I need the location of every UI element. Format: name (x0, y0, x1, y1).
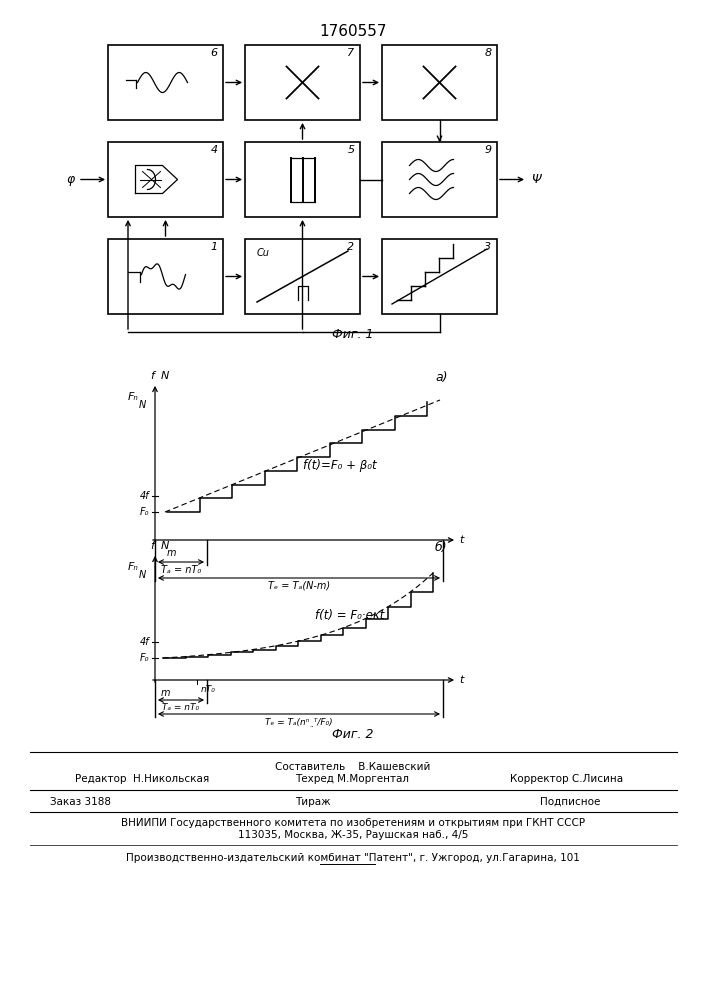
Text: Fₙ: Fₙ (127, 562, 139, 572)
Text: N: N (139, 570, 146, 580)
Text: 8: 8 (484, 48, 491, 58)
Text: Fₙ: Fₙ (127, 392, 139, 402)
Text: N: N (160, 541, 169, 551)
Bar (382, 142, 497, 217)
Text: 9: 9 (484, 145, 491, 155)
Text: Tₐ = nT₀: Tₐ = nT₀ (163, 703, 199, 712)
Bar (108, 142, 223, 217)
Text: Составитель    В.Кашевский: Составитель В.Кашевский (275, 762, 431, 772)
Bar (382, 239, 497, 314)
Text: Тираж: Тираж (295, 797, 331, 807)
Text: Ψ: Ψ (531, 173, 541, 186)
Bar (245, 45, 360, 120)
Text: F₀: F₀ (139, 507, 149, 517)
Text: φ: φ (66, 173, 75, 186)
Text: t: t (459, 675, 463, 685)
Text: ВНИИПИ Государственного комитета по изобретениям и открытиям при ГКНТ СССР: ВНИИПИ Государственного комитета по изоб… (121, 818, 585, 828)
Text: f: f (150, 371, 154, 381)
Text: 2: 2 (347, 242, 355, 252)
Text: f(t) = F₀·eκt: f(t) = F₀·eκt (315, 608, 385, 621)
Text: 4f: 4f (139, 637, 149, 647)
Text: 6: 6 (211, 48, 218, 58)
Text: Сu: Сu (257, 248, 269, 258)
Text: 4f: 4f (139, 491, 149, 501)
Text: Tₐ = nT₀: Tₐ = nT₀ (161, 565, 201, 575)
Text: 113035, Москва, Ж-35, Раушская наб., 4/5: 113035, Москва, Ж-35, Раушская наб., 4/5 (238, 830, 468, 840)
Text: 1760557: 1760557 (320, 24, 387, 39)
Bar (108, 239, 223, 314)
Text: 3: 3 (484, 242, 491, 252)
Text: Tₑ = Tₐ(N-m): Tₑ = Tₐ(N-m) (268, 581, 330, 591)
Text: Производственно-издательский комбинат "Патент", г. Ужгород, ул.Гагарина, 101: Производственно-издательский комбинат "П… (126, 853, 580, 863)
Text: Фиг. 2: Фиг. 2 (332, 728, 374, 742)
Text: 1: 1 (211, 242, 218, 252)
Text: N: N (160, 371, 169, 381)
Text: nT₀: nT₀ (201, 685, 216, 694)
Text: 4: 4 (211, 145, 218, 155)
Text: m: m (166, 548, 176, 558)
Bar (108, 45, 223, 120)
Text: F₀: F₀ (139, 653, 149, 663)
Text: f: f (150, 541, 154, 551)
Text: Заказ 3188: Заказ 3188 (50, 797, 111, 807)
Text: Подписное: Подписное (540, 797, 600, 807)
Text: N: N (139, 400, 146, 410)
Text: 5: 5 (347, 145, 355, 155)
Bar (382, 45, 497, 120)
Text: Фиг. 1: Фиг. 1 (332, 328, 374, 340)
Text: f(t)=F₀ + β₀t: f(t)=F₀ + β₀t (303, 458, 377, 472)
Text: Редактор  Н.Никольская: Редактор Н.Никольская (75, 774, 209, 784)
Text: Tₑ = Tₐ(nⁿ˷ᵀ/F₀): Tₑ = Tₐ(nⁿ˷ᵀ/F₀) (265, 717, 333, 726)
Text: 7: 7 (347, 48, 355, 58)
Text: а): а) (435, 370, 448, 383)
Bar (245, 142, 360, 217)
Text: Корректор С.Лисина: Корректор С.Лисина (510, 774, 623, 784)
Text: m: m (160, 688, 170, 698)
Text: Техред М.Моргентал: Техред М.Моргентал (295, 774, 409, 784)
Bar (245, 239, 360, 314)
Text: t: t (459, 535, 463, 545)
Text: б): б) (435, 540, 448, 554)
